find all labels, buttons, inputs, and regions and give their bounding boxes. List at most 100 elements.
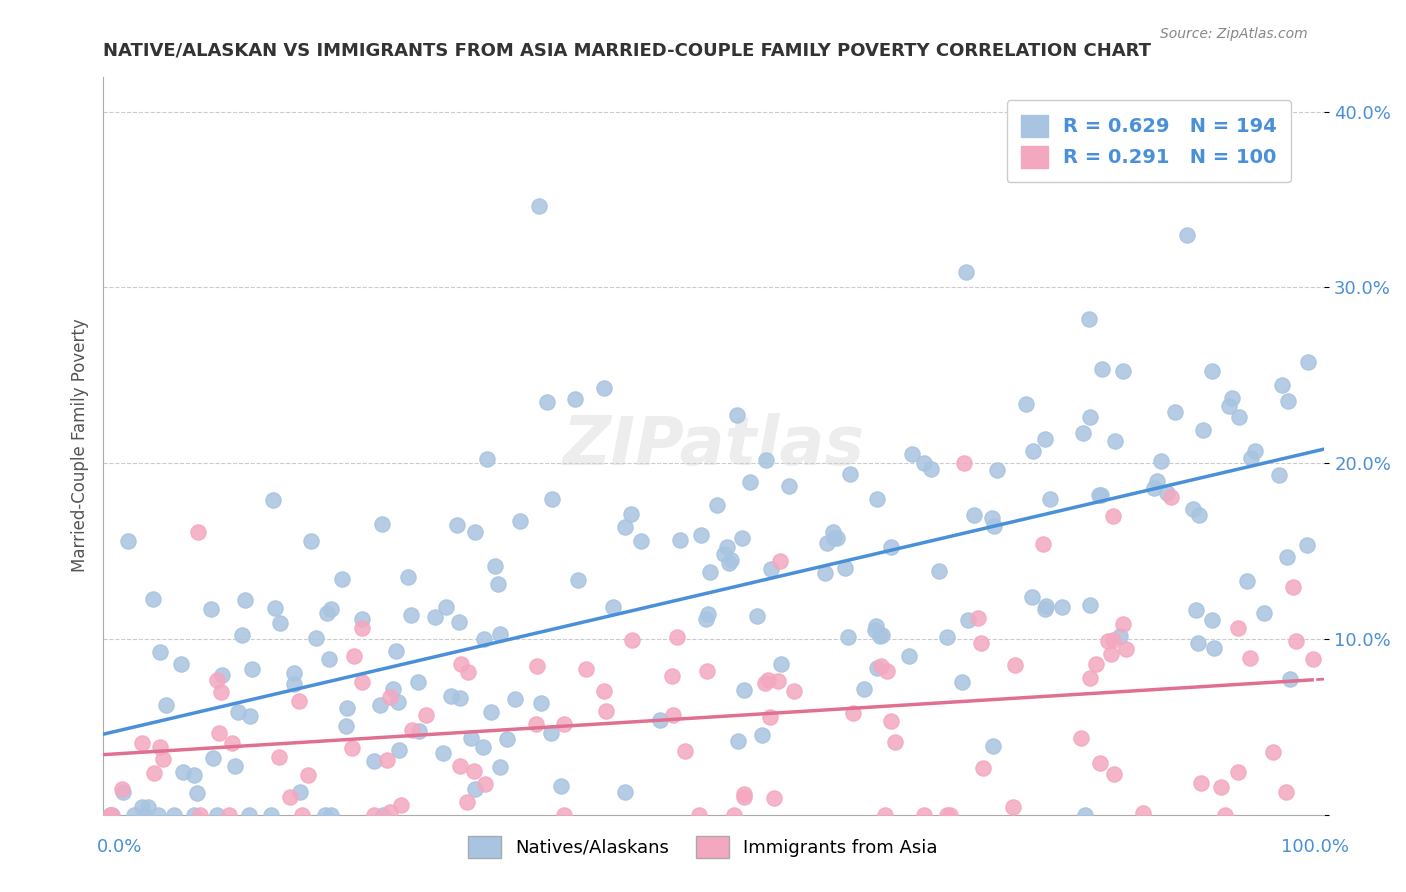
Point <box>873 807 896 822</box>
Point <box>264 600 287 615</box>
Point <box>221 736 243 750</box>
Point <box>755 452 778 467</box>
Point <box>170 657 193 671</box>
Point <box>186 786 208 800</box>
Point <box>730 532 752 546</box>
Point <box>1033 602 1056 616</box>
Point <box>1112 364 1135 378</box>
Point <box>299 533 322 548</box>
Point <box>1090 488 1112 502</box>
Point <box>912 807 935 822</box>
Point <box>396 570 419 584</box>
Text: ZIPatlas: ZIPatlas <box>562 413 865 479</box>
Point <box>1302 651 1324 665</box>
Point <box>423 610 446 624</box>
Point <box>1021 591 1043 605</box>
Point <box>260 807 283 822</box>
Legend: Natives/Alaskans, Immigrants from Asia: Natives/Alaskans, Immigrants from Asia <box>461 829 945 865</box>
Point <box>283 665 305 680</box>
Point <box>837 630 859 644</box>
Point <box>1104 434 1126 448</box>
Point <box>1236 574 1258 589</box>
Point <box>620 508 643 522</box>
Point <box>464 525 486 540</box>
Point <box>240 662 263 676</box>
Point <box>814 566 837 580</box>
Point <box>112 785 135 799</box>
Point <box>823 524 845 539</box>
Point <box>408 724 430 739</box>
Point <box>754 675 776 690</box>
Point <box>449 759 471 773</box>
Point <box>880 540 903 554</box>
Point <box>481 705 503 719</box>
Point <box>1277 393 1299 408</box>
Point <box>434 600 457 615</box>
Point <box>350 675 373 690</box>
Point <box>183 807 205 822</box>
Point <box>526 716 548 731</box>
Point <box>688 807 710 822</box>
Point <box>936 807 959 822</box>
Point <box>770 657 793 672</box>
Point <box>1226 764 1249 779</box>
Point <box>696 607 718 621</box>
Point <box>484 558 506 573</box>
Text: Source: ZipAtlas.com: Source: ZipAtlas.com <box>1160 27 1308 41</box>
Point <box>352 612 374 626</box>
Point <box>143 766 166 780</box>
Point <box>200 602 222 616</box>
Point <box>1070 731 1092 746</box>
Point <box>865 619 887 633</box>
Point <box>953 456 976 470</box>
Point <box>986 463 1008 477</box>
Point <box>972 761 994 775</box>
Point <box>205 807 228 822</box>
Point <box>238 807 260 822</box>
Point <box>1218 399 1240 413</box>
Point <box>898 649 921 664</box>
Point <box>406 674 429 689</box>
Point <box>142 591 165 606</box>
Point <box>489 760 512 774</box>
Point <box>699 566 721 580</box>
Point <box>380 690 402 704</box>
Point <box>778 479 800 493</box>
Point <box>505 692 527 706</box>
Point <box>449 690 471 705</box>
Point <box>759 562 782 576</box>
Point <box>593 381 616 395</box>
Point <box>602 599 624 614</box>
Point <box>207 673 229 688</box>
Point <box>727 733 749 747</box>
Point <box>883 735 905 749</box>
Point <box>149 739 172 754</box>
Point <box>966 611 988 625</box>
Point <box>172 764 194 779</box>
Point <box>756 673 779 687</box>
Point <box>316 607 339 621</box>
Point <box>1146 475 1168 489</box>
Point <box>148 807 170 822</box>
Point <box>288 785 311 799</box>
Point <box>936 631 959 645</box>
Point <box>823 532 845 546</box>
Point <box>1160 490 1182 504</box>
Point <box>224 759 246 773</box>
Point <box>673 744 696 758</box>
Point <box>879 714 901 728</box>
Point <box>1189 776 1212 790</box>
Point <box>553 717 575 731</box>
Point <box>695 612 717 626</box>
Point <box>380 805 402 819</box>
Point <box>733 789 755 804</box>
Point <box>1185 603 1208 617</box>
Point <box>763 790 786 805</box>
Point <box>928 564 950 578</box>
Point <box>1271 377 1294 392</box>
Point <box>389 797 412 812</box>
Point <box>567 573 589 587</box>
Point <box>759 710 782 724</box>
Point <box>1298 355 1320 369</box>
Point <box>231 628 253 642</box>
